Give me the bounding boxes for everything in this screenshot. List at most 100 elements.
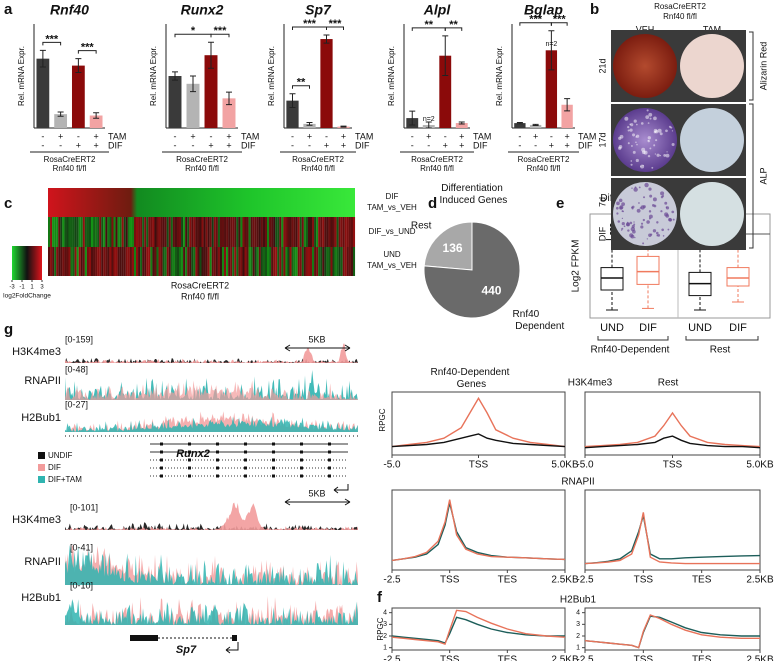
heatmap-cell [82,247,85,276]
bar [54,114,68,128]
tam-sign: + [564,131,569,141]
significance-label: *** [329,18,343,30]
heatmap-cell [178,217,182,247]
heatmap-cell [176,247,180,276]
error-bar [442,35,449,77]
line-series [584,512,760,565]
heatmap-cell [318,247,321,276]
text-line: Rnf40-Dependent [431,367,510,378]
heatmap-cell [277,247,280,276]
y-axis-label: Rel. mRNA Expr. [149,46,158,106]
heatmap-cell [348,217,351,247]
heatmap-cell [217,247,220,276]
error-bar [516,121,523,125]
error-bar [409,110,416,126]
panel-letter: a [4,1,13,18]
row-label: TAM [578,131,596,141]
heatmap-cell [219,217,223,247]
significance-bracket [326,26,344,30]
x-tick-label: TES [498,575,518,586]
heatmap-cell [232,217,235,247]
exon [160,466,163,470]
heatmap-cell [148,217,151,247]
tam-sign: + [307,131,312,141]
heatmap-cell [93,217,96,247]
heatmap-cell [195,247,198,276]
heatmap-cell [170,247,173,276]
speck [649,117,652,120]
speck [642,218,646,222]
heatmap-cell [48,247,51,276]
stain-label: ALP [758,167,768,184]
heatmap-cell [240,217,243,247]
heatmap-cell [338,217,341,247]
column-label: VEH [636,24,655,34]
heatmap-cell [252,247,255,276]
speck [640,205,645,210]
chart-title: Rnf40 [50,2,89,18]
box [600,267,624,291]
speck [633,221,635,223]
y-axis-label: Rel. mRNA Expr. [17,46,26,106]
heatmap-cell [297,247,300,276]
heatmap-cell [150,217,153,247]
y-tick-label: 2 [383,633,387,640]
tam-sign: - [174,131,177,141]
heatmap-cell [211,247,214,276]
heatmap-cell [330,247,333,276]
bracket [749,31,754,249]
track-name: H3K4me3 [12,346,61,358]
heatmap-cell [320,247,323,276]
stain-label: Alizarin Red [758,42,768,91]
dif-sign: + [208,140,213,150]
heatmap-cell [238,217,241,247]
heatmap-cell [150,247,153,276]
heatmap-cell [309,217,313,247]
box [636,255,660,285]
speck [659,132,663,136]
group-label: Rnf40 fl/fl [420,164,454,173]
heatmap-cell [277,217,280,247]
tam-sign: - [411,131,414,141]
line-series [391,396,566,448]
heatmap-cell [138,247,141,276]
heatmap-cell [64,217,67,247]
heatmap-cell [58,247,61,276]
tam-sign: + [93,131,98,141]
x-tick-label: 2.5KB [746,575,774,586]
heatmap-cell [320,217,323,247]
speck [645,115,650,120]
plot-frame [391,489,566,571]
heatmap-cell [82,217,85,247]
exon [328,474,331,478]
heatmap-cell [332,247,335,276]
heatmap-cell [264,217,268,247]
speck [640,165,642,167]
heatmap-cell [162,247,165,276]
heatmap-cell [234,247,237,276]
well [680,108,744,172]
speck [655,139,658,142]
exon [244,474,247,478]
exon [188,450,191,454]
speck [621,222,625,226]
text-line: Induced Genes [437,195,508,206]
dif-sign: + [76,140,81,150]
y-tick-label: 2 [576,633,580,640]
tam-sign: - [518,131,521,141]
heatmap-cell [256,217,259,247]
heatmap-cell [205,217,208,247]
exon [300,466,303,470]
group-label: Rest [710,345,731,356]
speck [666,151,668,153]
heatmap-cell [54,247,57,276]
row-label: DIF [108,140,123,150]
heatmap-cell [111,247,114,276]
heatmap-cell [250,217,253,247]
exon [188,458,191,462]
exon [272,466,275,470]
heatmap-cell [95,217,98,247]
heatmap-cell [303,247,306,276]
speck [664,201,668,205]
error-bar [93,112,100,119]
